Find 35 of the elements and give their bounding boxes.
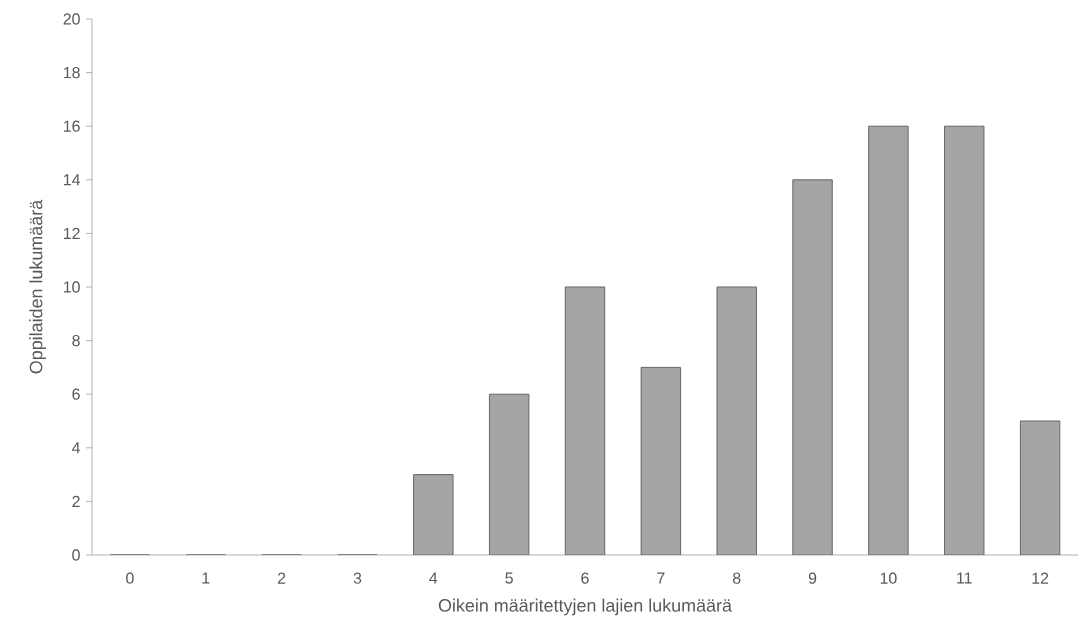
x-tick-label: 6 [581,572,589,584]
bar [488,393,530,555]
x-tick-label: 0 [126,572,134,584]
y-tick-label: 6 [72,388,80,400]
y-tick-label: 12 [63,227,80,239]
x-tick-label: 11 [957,572,972,584]
y-tick-label: 8 [72,334,80,347]
x-tick-label: 8 [732,572,741,584]
bar [413,474,454,555]
x-tick-label: 3 [353,572,362,584]
bar [1019,420,1061,555]
x-axis-title: Oikein määritettyjen lajien lukumäärä [438,598,732,616]
y-axis-title: Oppilaiden lukumäärä [29,199,46,374]
bar [564,286,606,555]
bar [944,125,985,555]
y-tick-label: 2 [72,495,80,507]
y-tick-label: 4 [71,442,81,454]
x-tick-label: 1 [202,572,210,584]
x-tick-label: 2 [277,572,286,584]
y-tick-label: 20 [63,13,80,25]
x-tick-label: 4 [429,572,438,584]
y-tick-label: 18 [63,66,80,79]
x-tick-label: 9 [808,572,817,584]
x-tick-label: 12 [1032,572,1049,584]
bar [640,366,682,555]
y-tick-label: 14 [63,174,81,186]
x-tick-label: 7 [657,572,665,584]
bar [868,125,909,555]
y-tick-label: 10 [63,281,80,293]
y-tick-label: 0 [72,549,80,561]
x-tick-label: 5 [505,572,513,584]
bar [716,286,757,555]
x-tick-label: 10 [880,572,897,584]
y-tick-label: 16 [63,120,80,132]
bar [792,179,833,555]
